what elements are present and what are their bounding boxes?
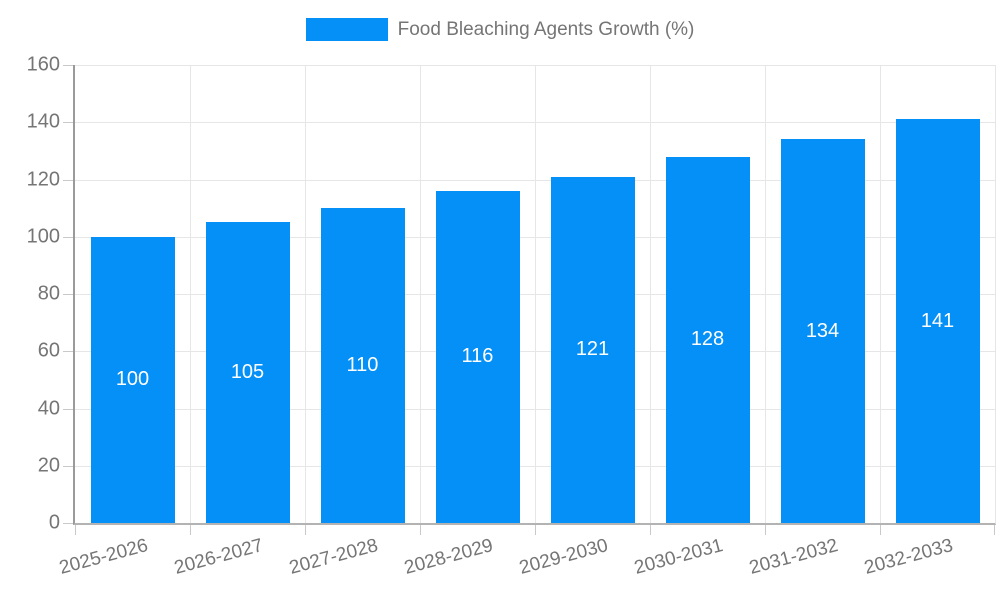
y-axis-tick bbox=[63, 351, 73, 353]
y-axis-tick-label: 160 bbox=[26, 53, 60, 76]
gridline-vertical bbox=[304, 65, 306, 523]
bar-2029-2030: 121 bbox=[550, 176, 635, 523]
x-axis-tick bbox=[75, 525, 76, 535]
x-axis-label: 2031-2032 bbox=[746, 535, 840, 579]
plot-area: 0 20 40 60 80 100 120 140 160 100 2025-2026 105 2026… bbox=[27, 54, 996, 579]
legend-label: Food Bleaching Agents Growth (%) bbox=[397, 18, 695, 40]
gridline-vertical bbox=[649, 65, 651, 523]
x-axis-label: 2025-2026 bbox=[56, 535, 150, 579]
x-axis-tick bbox=[650, 525, 651, 535]
gridline-vertical bbox=[189, 65, 191, 523]
bar-value-label: 141 bbox=[920, 309, 955, 332]
y-axis-tick bbox=[63, 465, 73, 467]
x-axis-label: 2027-2028 bbox=[286, 535, 380, 579]
legend[interactable]: Food Bleaching Agents Growth (%) bbox=[0, 18, 1000, 41]
y-axis-tick-label: 100 bbox=[26, 225, 60, 248]
bar-value-label: 121 bbox=[575, 338, 610, 361]
x-axis-tick bbox=[994, 525, 995, 535]
bar-2025-2026: 100 bbox=[90, 236, 175, 523]
bar-2027-2028: 110 bbox=[320, 208, 405, 523]
x-axis-label: 2028-2029 bbox=[401, 535, 495, 579]
x-axis-label: 2032-2033 bbox=[861, 535, 955, 579]
x-axis-label: 2026-2027 bbox=[171, 535, 265, 579]
y-axis-tick-label: 120 bbox=[26, 168, 60, 190]
y-axis-tick bbox=[63, 236, 73, 238]
bar-2032-2033: 141 bbox=[895, 119, 980, 523]
x-axis-tick bbox=[765, 525, 766, 535]
y-axis-tick-label: 80 bbox=[37, 282, 60, 305]
x-axis-tick bbox=[535, 525, 536, 535]
x-axis-tick bbox=[190, 525, 191, 535]
x-axis-tick bbox=[880, 525, 881, 535]
x-axis-tick bbox=[420, 525, 421, 535]
x-axis-tick bbox=[305, 525, 306, 535]
bar-2030-2031: 128 bbox=[665, 156, 750, 523]
y-axis-tick bbox=[63, 65, 73, 66]
x-axis-label: 2029-2030 bbox=[516, 535, 610, 579]
bar-value-label: 134 bbox=[805, 319, 840, 342]
bar-2028-2029: 116 bbox=[435, 190, 520, 523]
bar-value-label: 105 bbox=[230, 361, 265, 384]
gridline-vertical bbox=[879, 65, 881, 523]
y-axis-tick bbox=[63, 523, 73, 524]
y-axis-tick bbox=[63, 179, 73, 181]
legend-swatch bbox=[305, 18, 388, 41]
y-axis-tick bbox=[63, 408, 73, 410]
bar-2026-2027: 105 bbox=[205, 222, 290, 523]
gridline-vertical bbox=[534, 65, 536, 523]
y-axis-tick bbox=[63, 294, 73, 295]
bar-value-label: 116 bbox=[461, 345, 494, 368]
y-axis-tick-label: 140 bbox=[26, 110, 60, 133]
y-axis-tick-label: 20 bbox=[37, 454, 60, 477]
x-axis-label: 2030-2031 bbox=[631, 535, 725, 579]
bar-value-label: 110 bbox=[346, 354, 379, 377]
gridline-vertical bbox=[764, 65, 766, 523]
gridline-vertical bbox=[419, 65, 421, 523]
y-axis-tick-label: 40 bbox=[37, 397, 60, 419]
bar-value-label: 128 bbox=[690, 328, 725, 351]
y-axis-tick bbox=[63, 122, 73, 124]
y-axis-tick-label: 0 bbox=[48, 511, 60, 534]
bar-value-label: 100 bbox=[115, 368, 150, 391]
bar-2031-2032: 134 bbox=[780, 139, 865, 523]
y-axis-tick-label: 60 bbox=[37, 339, 60, 362]
